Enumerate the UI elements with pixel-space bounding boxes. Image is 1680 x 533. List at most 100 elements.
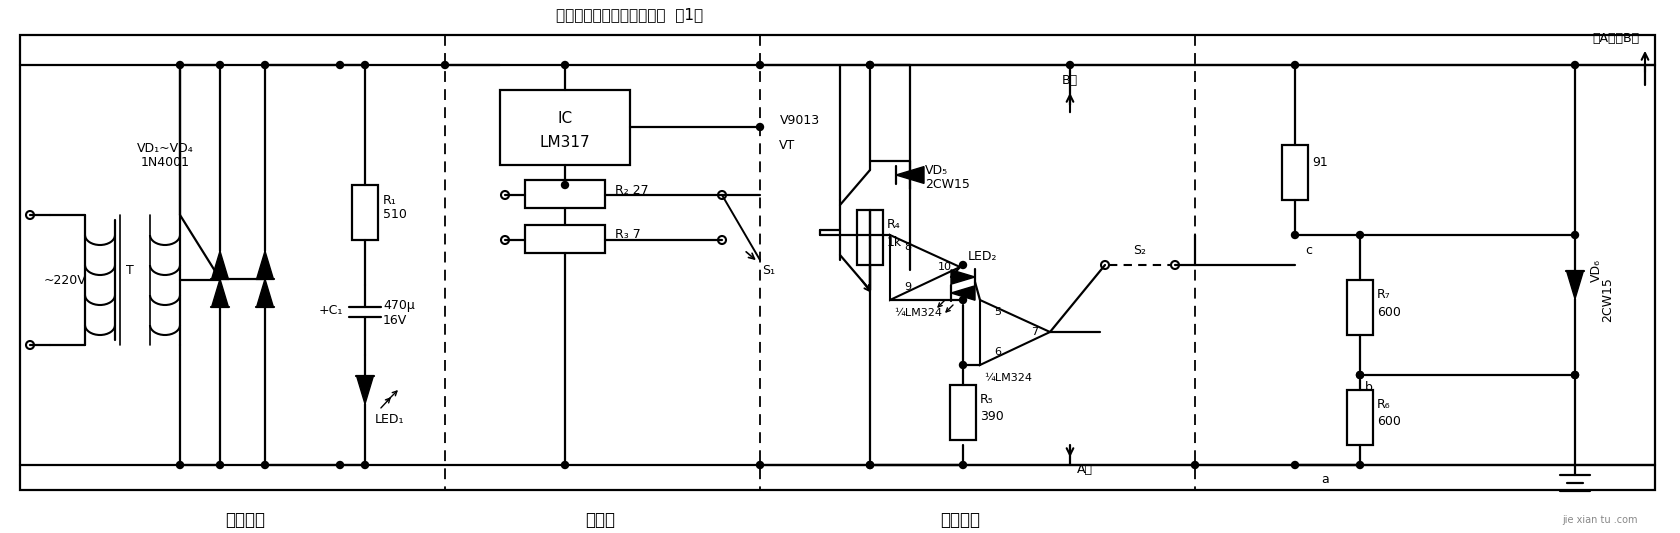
Polygon shape — [257, 251, 274, 279]
Polygon shape — [951, 286, 974, 300]
Polygon shape — [212, 251, 228, 279]
Text: B档: B档 — [1062, 74, 1077, 86]
Circle shape — [1065, 61, 1074, 69]
Circle shape — [1356, 372, 1362, 378]
Text: 直流电源: 直流电源 — [225, 511, 265, 529]
Text: 600: 600 — [1376, 305, 1399, 319]
Text: 镍镉电池自动充电器电路图  第1张: 镍镉电池自动充电器电路图 第1张 — [556, 7, 704, 22]
Text: +C₁: +C₁ — [319, 303, 343, 317]
Text: R₂ 27: R₂ 27 — [615, 183, 648, 197]
Polygon shape — [895, 167, 924, 183]
Text: R₅: R₅ — [979, 393, 993, 407]
Text: 9: 9 — [904, 282, 911, 292]
Bar — [1346, 280, 1373, 335]
Circle shape — [1571, 372, 1578, 378]
Bar — [857, 210, 882, 265]
Text: 恒流源: 恒流源 — [585, 511, 615, 529]
Text: 510: 510 — [383, 208, 407, 222]
Text: A档: A档 — [1077, 464, 1092, 477]
Circle shape — [561, 462, 568, 469]
Text: R₁: R₁ — [383, 193, 396, 206]
Circle shape — [1356, 231, 1362, 238]
Bar — [20, 35, 1655, 490]
Circle shape — [561, 182, 568, 189]
Circle shape — [217, 61, 223, 69]
Bar — [1346, 390, 1373, 445]
Circle shape — [361, 61, 368, 69]
Circle shape — [756, 462, 763, 469]
Bar — [524, 225, 605, 253]
Circle shape — [1571, 231, 1578, 238]
Text: 91: 91 — [1310, 156, 1327, 168]
Circle shape — [959, 262, 966, 269]
Bar — [499, 90, 630, 165]
Circle shape — [1356, 462, 1362, 469]
Text: R₆: R₆ — [1376, 399, 1389, 411]
Circle shape — [865, 462, 874, 469]
Text: R₃ 7: R₃ 7 — [615, 229, 640, 241]
Text: R₄: R₄ — [887, 219, 900, 231]
Text: LED₂: LED₂ — [968, 251, 996, 263]
Bar — [949, 385, 976, 440]
Text: 16V: 16V — [383, 313, 407, 327]
Circle shape — [959, 296, 966, 303]
Text: 7: 7 — [1032, 327, 1038, 337]
Text: 2CW15: 2CW15 — [1599, 278, 1613, 322]
Text: R₇: R₇ — [1376, 288, 1389, 302]
Text: a: a — [1320, 473, 1329, 487]
Text: 2CW15: 2CW15 — [924, 179, 969, 191]
Polygon shape — [356, 376, 373, 404]
Text: 10: 10 — [937, 262, 951, 272]
Text: S₁: S₁ — [761, 263, 774, 277]
Polygon shape — [212, 279, 228, 307]
Text: 定压控制: 定压控制 — [939, 511, 979, 529]
Circle shape — [336, 61, 343, 69]
Text: 390: 390 — [979, 410, 1003, 424]
Bar — [351, 185, 378, 240]
Circle shape — [959, 462, 966, 469]
Text: 470μ: 470μ — [383, 298, 415, 311]
Circle shape — [361, 462, 368, 469]
Circle shape — [1290, 61, 1297, 69]
Circle shape — [561, 61, 568, 69]
Circle shape — [176, 462, 183, 469]
Circle shape — [865, 61, 874, 69]
Text: 1k: 1k — [887, 236, 902, 248]
Text: S₂: S₂ — [1132, 244, 1146, 256]
Text: b: b — [1364, 382, 1373, 394]
Text: 6: 6 — [995, 347, 1001, 357]
Text: 接A档、B档: 接A档、B档 — [1593, 31, 1640, 44]
Text: jie xian tu .com: jie xian tu .com — [1561, 515, 1636, 525]
Circle shape — [1571, 61, 1578, 69]
Circle shape — [756, 124, 763, 131]
Text: VD₆: VD₆ — [1589, 259, 1603, 281]
Circle shape — [1290, 231, 1297, 238]
Text: c: c — [1304, 244, 1310, 256]
Circle shape — [865, 61, 874, 69]
Text: LM317: LM317 — [539, 134, 590, 149]
Circle shape — [1191, 462, 1198, 469]
Text: 8: 8 — [904, 242, 911, 252]
Polygon shape — [951, 270, 974, 284]
Bar — [524, 180, 605, 208]
Text: ~220V: ~220V — [44, 273, 86, 287]
Text: 1N4001: 1N4001 — [141, 156, 190, 168]
Text: VD₁~VD₄: VD₁~VD₄ — [136, 141, 193, 155]
Circle shape — [756, 61, 763, 69]
Circle shape — [1290, 462, 1297, 469]
Text: ¼LM324: ¼LM324 — [894, 308, 941, 318]
Bar — [1282, 145, 1307, 200]
Circle shape — [1356, 372, 1362, 378]
Text: ¼LM324: ¼LM324 — [983, 373, 1032, 383]
Circle shape — [217, 462, 223, 469]
Text: VT: VT — [778, 139, 795, 151]
Text: 600: 600 — [1376, 416, 1399, 429]
Circle shape — [442, 61, 449, 69]
Circle shape — [336, 462, 343, 469]
Circle shape — [865, 462, 874, 469]
Circle shape — [262, 462, 269, 469]
Text: IC: IC — [558, 110, 573, 125]
Text: VD₅: VD₅ — [924, 164, 948, 176]
Polygon shape — [257, 279, 274, 307]
Circle shape — [959, 361, 966, 368]
